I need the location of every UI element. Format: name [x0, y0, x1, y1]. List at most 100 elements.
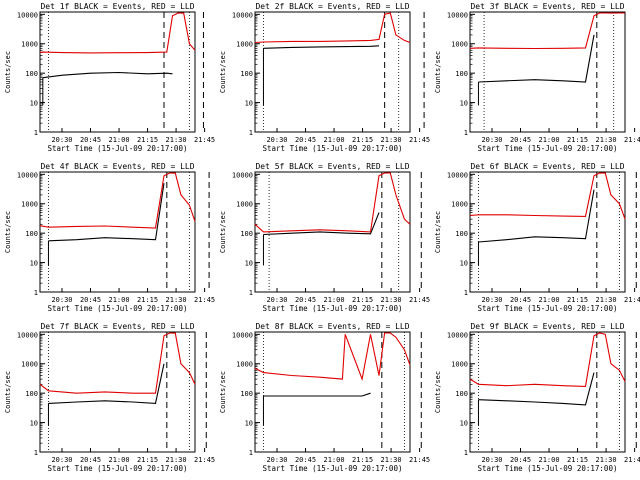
x-tick-label: 20:30 [481, 296, 502, 304]
x-tick-label: 21:45 [194, 456, 215, 464]
panel-title: Det 8f BLACK = Events, RED = LLD [255, 322, 409, 331]
x-tick-label: 21:30 [596, 136, 617, 144]
x-tick-label: 20:45 [295, 136, 316, 144]
panel: Det 3f BLACK = Events, RED = LLD 1 10 100 10… [434, 2, 640, 153]
x-tick-label: 21:15 [352, 456, 373, 464]
y-tick-label: 1 [249, 289, 253, 297]
y-tick-label: 10 [30, 260, 38, 268]
y-tick-label: 1000 [236, 41, 253, 49]
x-tick-label: 21:30 [381, 296, 402, 304]
y-tick-label: 10000 [17, 171, 38, 179]
lld-series-line [39, 12, 196, 54]
y-tick-label: 1000 [451, 201, 468, 209]
lld-series-line [469, 332, 626, 387]
events-series-line [42, 71, 173, 79]
x-tick-label: 21:15 [137, 296, 158, 304]
y-tick-label: 10 [30, 100, 38, 108]
x-tick-label: 21:30 [166, 136, 187, 144]
lld-series-line [254, 172, 411, 233]
plot-frame [254, 171, 411, 293]
x-tick-label: 21:30 [596, 456, 617, 464]
x-tick-label: 21:15 [567, 296, 588, 304]
y-axis-label: Counts/sec [219, 371, 227, 413]
y-tick-label: 1 [34, 289, 38, 297]
y-axis-label: Counts/sec [219, 211, 227, 253]
y-tick-label: 10000 [447, 171, 468, 179]
x-axis-label: Start Time (15-Jul-09 20:17:00) [48, 464, 188, 473]
y-axis-label: Counts/sec [4, 371, 12, 413]
events-series-line [478, 34, 595, 83]
panel: Det 4f BLACK = Events, RED = LLD 1 10 100 10… [4, 162, 215, 313]
y-tick-label: 1 [464, 129, 468, 137]
x-tick-label: 20:45 [295, 456, 316, 464]
events-series-line [263, 45, 380, 49]
x-axis-label: Start Time (15-Jul-09 20:17:00) [478, 464, 618, 473]
x-tick-label: 21:30 [381, 136, 402, 144]
y-tick-label: 1000 [21, 201, 38, 209]
y-tick-label: 1000 [21, 41, 38, 49]
x-tick-label: 20:45 [510, 136, 531, 144]
panel-title: Det 9f BLACK = Events, RED = LLD [470, 322, 624, 331]
panel: Det 7f BLACK = Events, RED = LLD 1 10 100 10… [4, 322, 215, 473]
y-tick-label: 1000 [236, 201, 253, 209]
x-tick-label: 21:00 [324, 296, 345, 304]
x-tick-label: 21:15 [352, 136, 373, 144]
x-tick-label: 20:30 [481, 136, 502, 144]
panel-title: Det 4f BLACK = Events, RED = LLD [40, 162, 194, 171]
y-tick-label: 100 [240, 70, 253, 78]
y-tick-label: 10000 [232, 11, 253, 19]
y-tick-label: 10000 [447, 11, 468, 19]
y-tick-label: 10 [460, 100, 468, 108]
x-tick-label: 20:45 [295, 296, 316, 304]
y-axis-label: Counts/sec [434, 371, 442, 413]
x-tick-label: 21:45 [624, 136, 640, 144]
x-tick-label: 21:45 [409, 296, 430, 304]
x-tick-label: 20:30 [51, 456, 72, 464]
y-axis-label: Counts/sec [434, 51, 442, 93]
y-axis-label: Counts/sec [4, 211, 12, 253]
panel-title: Det 7f BLACK = Events, RED = LLD [40, 322, 194, 331]
plot-frame [39, 331, 196, 453]
x-tick-label: 20:30 [51, 136, 72, 144]
y-tick-label: 10 [245, 260, 253, 268]
x-tick-label: 21:30 [166, 296, 187, 304]
x-tick-label: 21:00 [109, 136, 130, 144]
panel: Det 1f BLACK = Events, RED = LLD 1 10 100 10… [4, 2, 215, 153]
y-tick-label: 10000 [17, 11, 38, 19]
lld-series-line [39, 332, 196, 394]
panel-title: Det 3f BLACK = Events, RED = LLD [470, 2, 624, 11]
panel-title: Det 1f BLACK = Events, RED = LLD [40, 2, 194, 11]
panel-title: Det 2f BLACK = Events, RED = LLD [255, 2, 409, 11]
events-series-line [263, 212, 380, 236]
x-tick-label: 21:45 [194, 296, 215, 304]
y-tick-label: 10 [460, 260, 468, 268]
x-tick-label: 21:45 [409, 136, 430, 144]
lld-series-line [254, 12, 411, 44]
x-tick-label: 20:45 [80, 136, 101, 144]
x-tick-label: 21:00 [109, 456, 130, 464]
panel: Det 2f BLACK = Events, RED = LLD 1 10 100 10… [219, 2, 430, 153]
x-axis-label: Start Time (15-Jul-09 20:17:00) [263, 464, 403, 473]
y-tick-label: 1 [34, 449, 38, 457]
x-tick-label: 21:30 [381, 456, 402, 464]
plot-frame [469, 11, 626, 133]
y-tick-label: 1 [464, 289, 468, 297]
x-tick-label: 21:15 [567, 456, 588, 464]
y-tick-label: 1000 [451, 361, 468, 369]
events-series-line [48, 183, 165, 242]
x-tick-label: 20:30 [266, 296, 287, 304]
y-tick-label: 1 [249, 449, 253, 457]
lld-series-line [254, 332, 411, 382]
y-tick-label: 10 [30, 420, 38, 428]
y-axis-label: Counts/sec [434, 211, 442, 253]
y-axis-label: Counts/sec [4, 51, 12, 93]
x-tick-label: 21:45 [624, 456, 640, 464]
x-axis-label: Start Time (15-Jul-09 20:17:00) [478, 144, 618, 153]
x-tick-label: 21:15 [137, 456, 158, 464]
y-tick-label: 100 [25, 230, 38, 238]
panel-title: Det 5f BLACK = Events, RED = LLD [255, 162, 409, 171]
plot-frame [39, 171, 196, 293]
y-tick-label: 100 [25, 70, 38, 78]
x-tick-label: 21:30 [596, 296, 617, 304]
